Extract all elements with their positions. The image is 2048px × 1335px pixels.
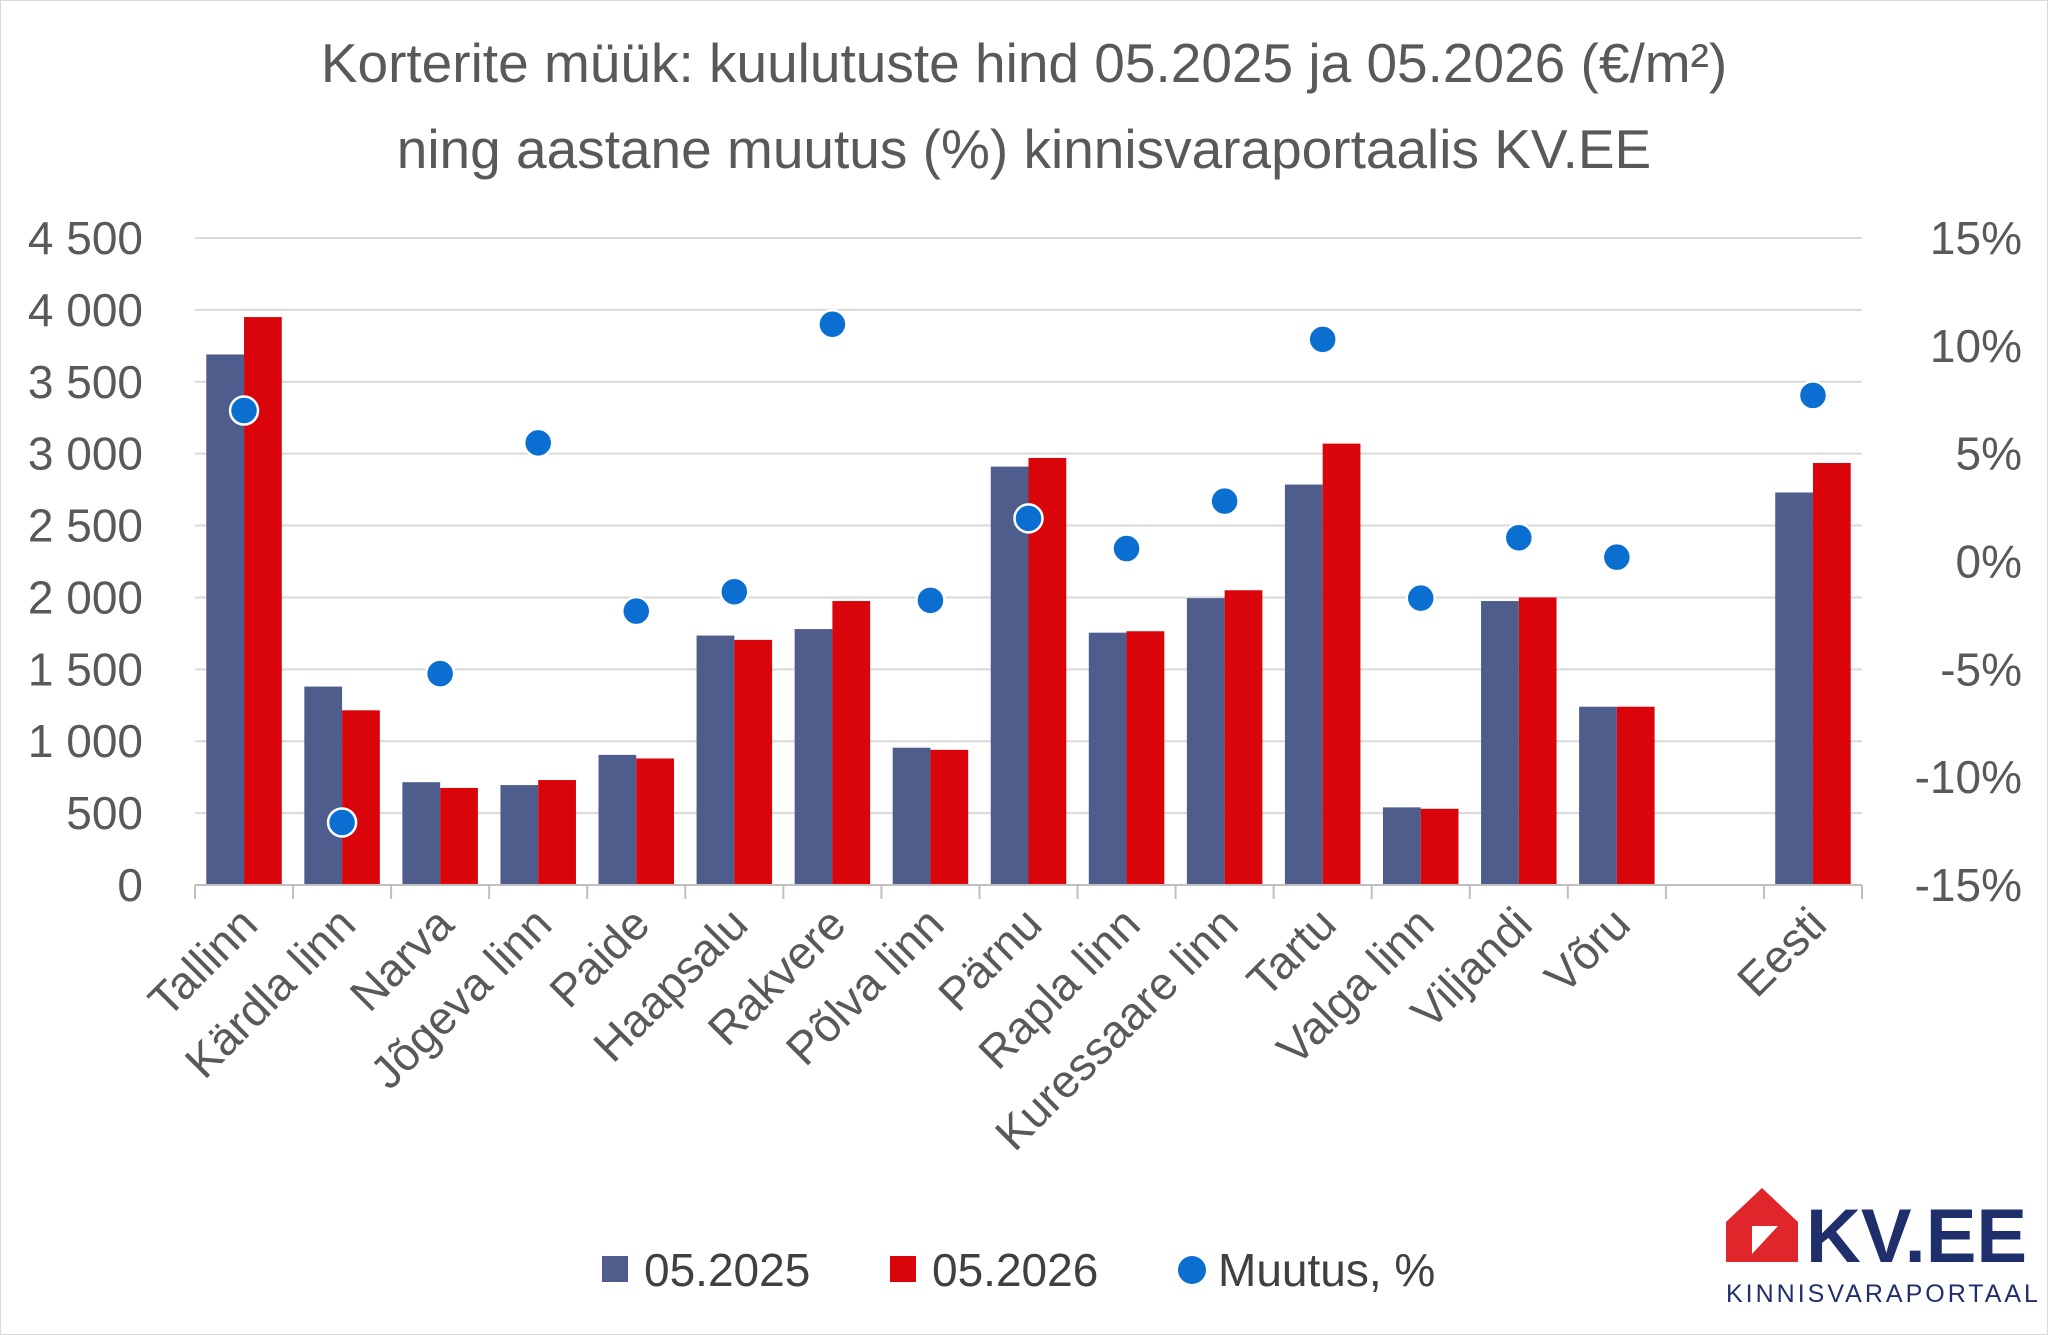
chart-title-line-2: ning aastane muutus (%) kinnisvaraportaa…: [397, 118, 1651, 180]
marker-muutus-jõgeva-linn: [522, 427, 554, 459]
logo-cursor-icon: [1752, 1226, 1778, 1254]
y-left-tick-label: 500: [66, 787, 143, 839]
change-markers: [228, 309, 1829, 838]
bar-05-2025-valga-linn: [1382, 807, 1421, 885]
marker-muutus-põlva-linn: [915, 585, 946, 616]
bar-05-2025-kuressaare-linn: [1186, 598, 1225, 885]
legend-swatch-05-2025: [602, 1256, 628, 1282]
bar-05-2026-narva: [440, 787, 478, 885]
bar-05-2025-eesti: [1775, 492, 1813, 885]
bar-05-2026-kärdla-linn: [342, 710, 380, 885]
marker-muutus-eesti: [1797, 380, 1829, 411]
marker-muutus-kärdla-linn: [326, 807, 358, 838]
bar-05-2026-viljandi: [1518, 597, 1557, 885]
bar-05-2025-põlva-linn: [892, 747, 931, 885]
y-left-tick-label: 3 000: [28, 428, 143, 480]
bar-05-2025-jõgeva-linn: [500, 785, 539, 885]
marker-muutus-pärnu: [1013, 503, 1044, 534]
y-right-tick-label: -10%: [1915, 751, 2022, 803]
y-right-tick-label: -5%: [1940, 643, 2022, 695]
marker-muutus-haapsalu: [719, 576, 750, 607]
legend-label-muutus: Muutus, %: [1218, 1244, 1435, 1296]
y-left-tick-label: 2 500: [28, 500, 143, 552]
y-right-tick-label: 0%: [1956, 536, 2022, 588]
bar-05-2026-paide: [636, 758, 675, 885]
legend-label-05-2025: 05.2025: [644, 1244, 810, 1296]
bar-05-2025-tallinn: [206, 354, 245, 886]
bar-05-2026-valga-linn: [1420, 808, 1459, 885]
bar-05-2026-jõgeva-linn: [538, 780, 576, 885]
y-left-tick-label: 1 000: [28, 715, 143, 767]
legend-swatch-05-2026: [890, 1256, 916, 1282]
marker-muutus-võru: [1601, 541, 1633, 573]
bar-05-2025-haapsalu: [696, 635, 735, 885]
bar-05-2026-rakvere: [832, 601, 871, 885]
y-left-tick-label: 2 000: [28, 571, 143, 623]
y-right-tick-label: 10%: [1930, 320, 2022, 372]
bar-05-2025-võru: [1579, 706, 1617, 885]
bars: [206, 317, 1851, 886]
y-right-tick-label: -15%: [1915, 859, 2022, 911]
marker-muutus-tartu: [1307, 324, 1338, 355]
bar-05-2026-eesti: [1812, 463, 1851, 885]
left-axis-ticks: 0 500 1 000 1 500 2 000 2 500 3 000 3 500 4 000 4…: [28, 212, 143, 911]
y-right-tick-label: 5%: [1956, 428, 2022, 480]
legend-label-05-2026: 05.2026: [932, 1244, 1098, 1296]
axes: [194, 884, 1863, 899]
bar-05-2026-võru: [1616, 706, 1655, 885]
marker-muutus-tallinn: [228, 395, 260, 426]
bar-05-2025-kärdla-linn: [304, 686, 343, 885]
bar-05-2025-rakvere: [794, 629, 833, 885]
logo-subtitle: KINNISVARAPORTAAL: [1726, 1280, 2041, 1308]
y-left-tick-label: 1 500: [28, 643, 143, 695]
marker-muutus-valga-linn: [1405, 582, 1436, 614]
logo-text: KV.EE: [1806, 1194, 2027, 1279]
bar-05-2025-tartu: [1284, 484, 1323, 885]
bar-05-2026-kuressaare-linn: [1224, 590, 1263, 885]
bar-05-2026-tartu: [1322, 443, 1361, 885]
legend: 05.2025 05.2026 Muutus, %: [602, 1244, 1435, 1296]
marker-muutus-kuressaare-linn: [1209, 485, 1240, 517]
bar-05-2026-põlva-linn: [930, 749, 969, 885]
marker-muutus-rakvere: [817, 309, 848, 340]
bar-05-2025-viljandi: [1481, 601, 1519, 885]
bar-05-2025-paide: [598, 754, 637, 885]
y-left-tick-label: 0: [117, 859, 143, 911]
right-axis-ticks: -15% -10% -5% 0% 5% 10% 15%: [1915, 212, 2022, 911]
y-left-tick-label: 3 500: [28, 356, 143, 408]
legend-marker-muutus: [1178, 1256, 1206, 1284]
kv-ee-logo: KV.EE KINNISVARAPORTAAL: [1726, 1188, 2041, 1308]
marker-muutus-rapla-linn: [1111, 533, 1142, 564]
bar-05-2025-narva: [402, 782, 441, 885]
bar-05-2026-rapla-linn: [1126, 631, 1165, 885]
marker-muutus-viljandi: [1503, 522, 1535, 554]
marker-muutus-narva: [424, 658, 456, 689]
y-right-tick-label: 15%: [1930, 212, 2022, 264]
bar-05-2025-rapla-linn: [1088, 632, 1127, 885]
logo-house-icon: [1726, 1188, 1798, 1262]
y-left-tick-label: 4 000: [28, 284, 143, 336]
bar-05-2025-pärnu: [990, 466, 1029, 885]
chart-title-line-1: Korterite müük: kuulutuste hind 05.2025 …: [321, 32, 1727, 94]
bar-05-2026-haapsalu: [734, 639, 773, 885]
marker-muutus-paide: [621, 595, 652, 627]
y-left-tick-label: 4 500: [28, 212, 143, 264]
